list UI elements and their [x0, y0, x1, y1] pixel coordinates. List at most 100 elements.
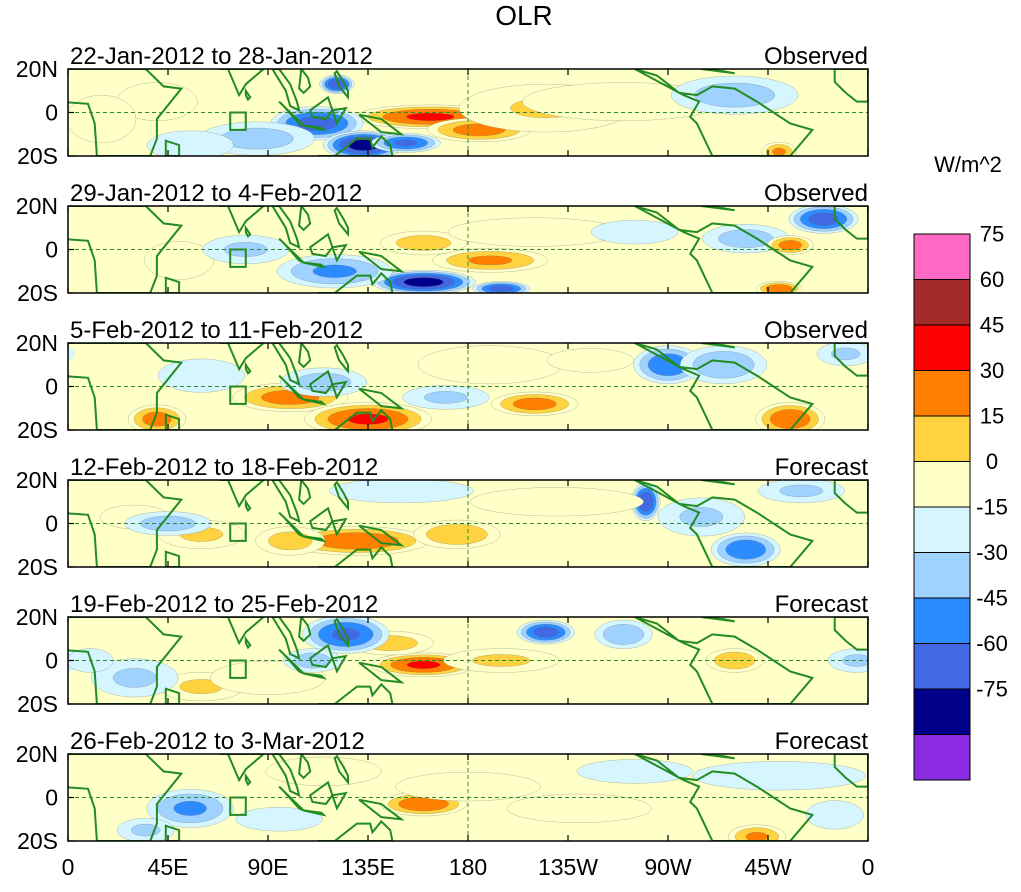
coastline [303, 398, 327, 406]
contour-level [235, 807, 323, 832]
panel-2: 20N 0 20S 29-Jan-2012 to 4-Feb-2012 Observed [16, 180, 869, 306]
panel-period-label: 19-Feb-2012 to 25-Feb-2012 [70, 591, 378, 618]
coastline [333, 69, 349, 101]
contour-level [576, 759, 693, 784]
anomaly-blob [417, 345, 563, 385]
coastline [219, 206, 266, 235]
anomaly-blob [235, 807, 323, 832]
contour-level [470, 487, 644, 517]
panel-5: 20N 0 20S 19-Feb-2012 to 25-Feb-2012 Forecas… [16, 591, 869, 717]
coastline [164, 276, 181, 293]
anomaly-blob [516, 620, 575, 645]
anomaly-blob [380, 230, 468, 256]
anomaly-blob [788, 206, 859, 234]
contour-level [173, 800, 207, 816]
contour-level [506, 793, 652, 823]
coastline [358, 798, 405, 821]
panel-kind-label: Observed [764, 43, 868, 70]
coastline [244, 224, 252, 239]
contour-level [268, 531, 313, 551]
coastline [309, 780, 334, 806]
anomaly-blob [727, 824, 786, 841]
y-tick-label: 20S [17, 828, 58, 854]
coastline [833, 754, 868, 788]
contour-level-wrap [68, 346, 75, 362]
coastline [68, 480, 184, 567]
coastline [333, 617, 349, 649]
coastline [634, 617, 815, 704]
x-tick-label: 45W [744, 854, 792, 880]
coastline [219, 754, 266, 783]
coastline [164, 139, 181, 156]
panel-kind-label: Observed [764, 317, 868, 344]
panel-period-label: 26-Feb-2012 to 3-Mar-2012 [70, 728, 365, 755]
coastline [219, 343, 266, 372]
anomaly-blob [766, 235, 814, 255]
y-tick-label: 20N [16, 330, 58, 356]
coastline [298, 343, 312, 369]
anomaly-blob [470, 487, 644, 517]
y-tick-label: 20N [16, 604, 58, 630]
anomaly-blob [633, 345, 703, 385]
anomaly-blob [692, 761, 866, 791]
contour-level [602, 624, 645, 645]
colorbar-label: -45 [976, 586, 1008, 611]
x-tick-label: 0 [862, 854, 875, 880]
panel-field [68, 480, 868, 567]
contour-level [546, 348, 634, 373]
y-tick-label: 20N [16, 467, 58, 493]
contour-level [591, 219, 679, 245]
contour-level [692, 351, 755, 379]
coastline [331, 517, 348, 537]
y-tick-label: 0 [45, 785, 58, 811]
colorbar-label: -30 [976, 540, 1008, 565]
x-tick-label: 135W [538, 854, 598, 880]
anomaly-blob [255, 526, 326, 556]
coastline [701, 617, 735, 623]
panel-field [68, 617, 868, 704]
coastline [303, 261, 327, 269]
coastline [309, 643, 334, 669]
x-tick-label: 180 [449, 854, 487, 880]
coastline [298, 69, 312, 95]
x-tick-label: 90E [248, 854, 289, 880]
panel-kind-label: Forecast [775, 454, 869, 481]
contour-level [745, 831, 769, 841]
coastline [219, 617, 266, 646]
contour-level [394, 139, 417, 147]
anomaly-blob [761, 141, 797, 156]
x-tick-label: 0 [62, 854, 75, 880]
coastlines [68, 343, 868, 430]
coastline [219, 480, 266, 509]
contour-level [679, 507, 724, 527]
anomaly-blob [319, 74, 355, 94]
coastlines [68, 617, 868, 704]
coastline [701, 343, 735, 349]
coastline [634, 343, 815, 430]
coastline [833, 69, 868, 103]
panel-kind-label: Forecast [775, 591, 869, 618]
coastline [278, 511, 305, 538]
coastline [68, 617, 184, 704]
colorbar-label: 45 [980, 313, 1004, 338]
contour-level [725, 539, 766, 560]
coastline [219, 69, 266, 98]
coastlines [68, 206, 868, 293]
contour-level [779, 484, 824, 498]
anomaly-blob [805, 800, 864, 830]
anomaly-blob [491, 391, 579, 417]
contour-level [312, 264, 357, 278]
coastline [331, 654, 348, 674]
anomaly-blob [670, 75, 799, 115]
coastline [298, 617, 312, 643]
panel-period-label: 29-Jan-2012 to 4-Feb-2012 [70, 180, 362, 207]
panel-period-label: 12-Feb-2012 to 18-Feb-2012 [70, 454, 378, 481]
contour-level [112, 668, 157, 688]
coastline [333, 480, 349, 512]
colorbar-cell [913, 597, 971, 644]
anomaly-blob [443, 648, 560, 673]
panel-3: 20N 0 20S 5-Feb-2012 to 11-Feb-2012 Observed [16, 317, 869, 443]
coastline [317, 682, 394, 704]
coastline [278, 237, 305, 264]
